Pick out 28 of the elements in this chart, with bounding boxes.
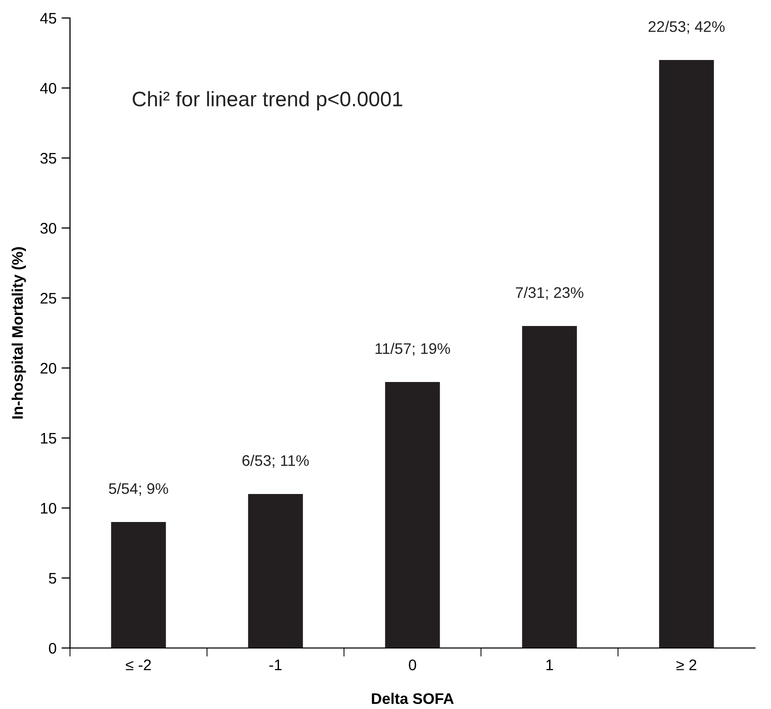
x-tick-label: ≤ -2 [126,660,151,670]
annotation: Chi² for linear trend p<0.0001 [132,91,402,111]
y-tick-label: 35 [40,152,56,164]
y-tick-label: 30 [40,222,56,234]
bar [111,522,166,648]
y-tick-label: 20 [40,362,56,374]
x-tick-label: ≥ 2 [676,660,696,670]
data-label: 11/57; 19% [376,342,450,356]
x-tick-label: 0 [408,660,416,670]
bar [522,326,577,648]
y-tick-label: 10 [40,502,56,514]
data-label: 7/31; 23% [516,286,584,300]
y-axis-title: In-hospital Mortality (%) [12,247,26,419]
data-label: 22/53; 42% [648,20,725,34]
y-tick-label: 15 [40,433,56,444]
data-label: 5/54; 9% [108,482,168,496]
data-label: 6/53; 11% [242,454,309,468]
y-tick-label: 5 [48,573,56,584]
bar [248,494,303,648]
bar [385,382,440,648]
y-tick-label: 40 [40,82,56,94]
bar [659,60,714,648]
y-tick-label: 0 [48,642,56,654]
y-tick-label: 45 [40,13,56,24]
x-tick-label: 1 [546,660,554,670]
y-tick-label: 25 [40,292,56,304]
x-axis-title: Delta SOFA [372,692,454,704]
x-tick-label: -1 [269,660,282,670]
